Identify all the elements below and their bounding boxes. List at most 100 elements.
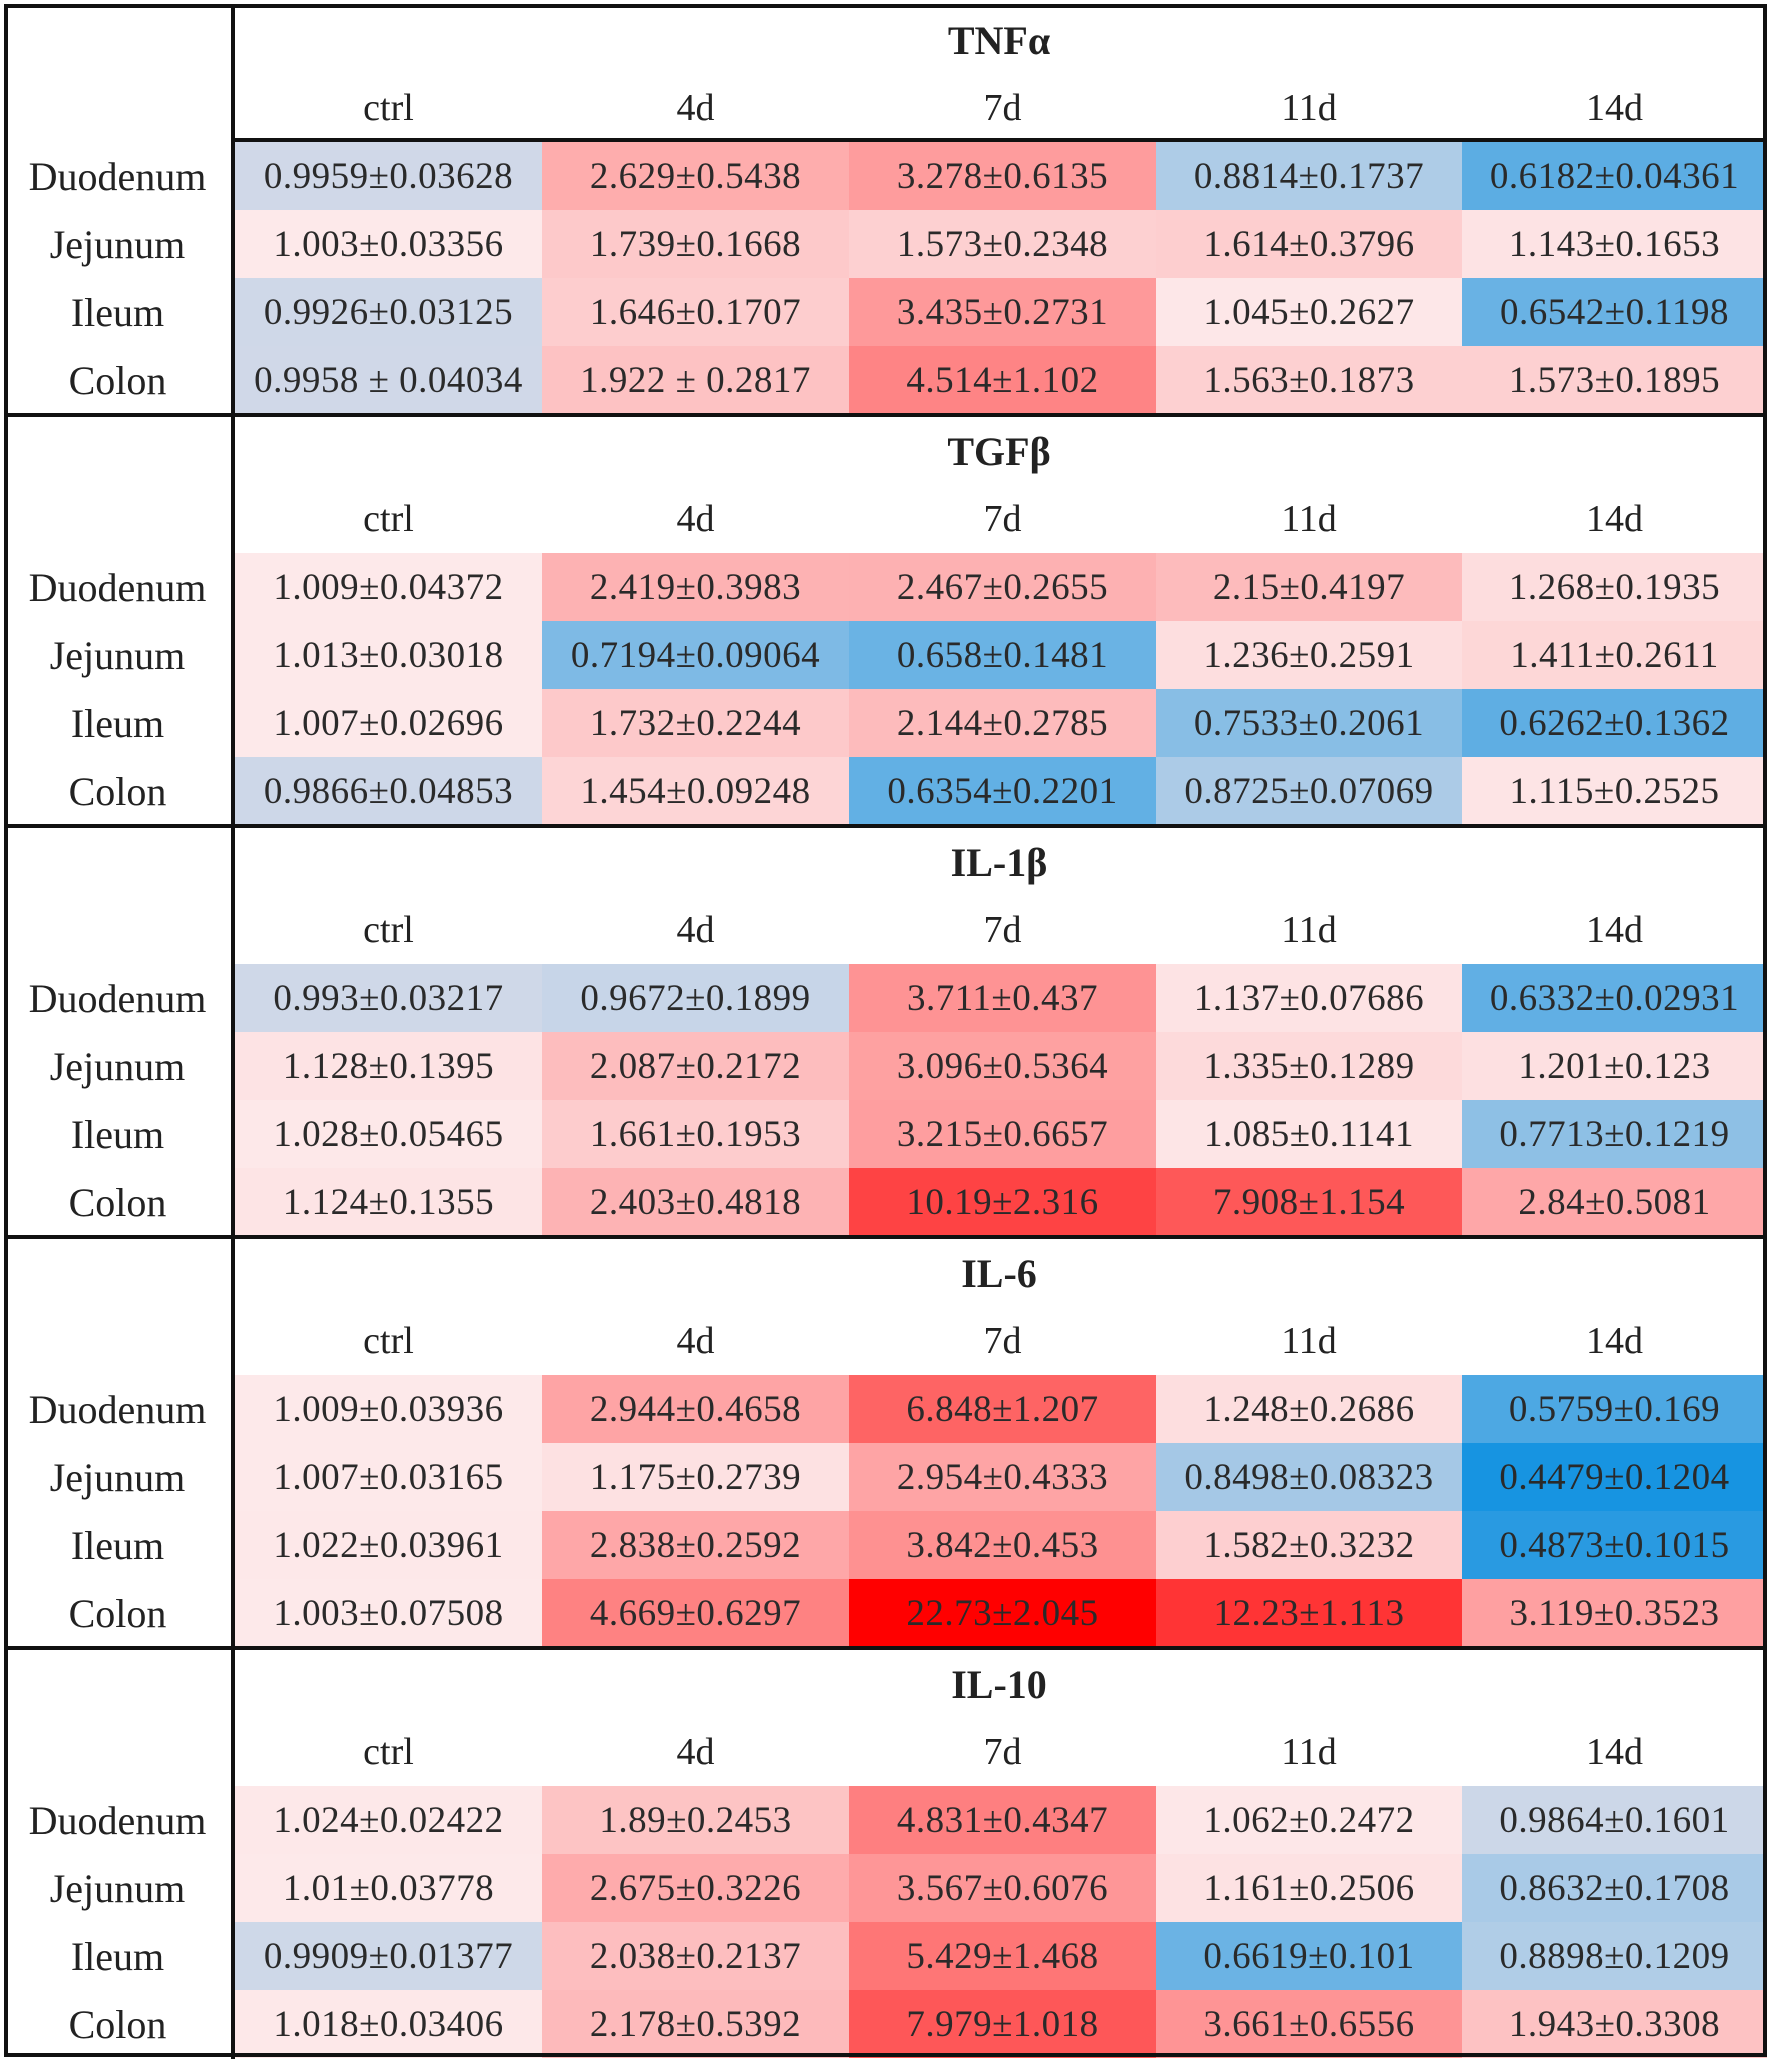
heatmap-cell: 2.178±0.5392 — [542, 1990, 849, 2058]
heatmap-cell: 1.028±0.05465 — [235, 1100, 542, 1168]
heatmap-cell: 0.8632±0.1708 — [1462, 1854, 1767, 1922]
heatmap-cell: 1.022±0.03961 — [235, 1511, 542, 1579]
heatmap-cell: 6.848±1.207 — [849, 1375, 1156, 1443]
heatmap-cell: 1.007±0.03165 — [235, 1443, 542, 1511]
heatmap-cell: 1.661±0.1953 — [542, 1100, 849, 1168]
heatmap-cell: 2.944±0.4658 — [542, 1375, 849, 1443]
heatmap-cell: 1.236±0.2591 — [1156, 621, 1462, 689]
heatmap-cell: 3.435±0.2731 — [849, 278, 1156, 346]
heatmap-cell: 2.629±0.5438 — [542, 142, 849, 210]
heatmap-cell: 5.429±1.468 — [849, 1922, 1156, 1990]
heatmap-cell: 0.4479±0.1204 — [1462, 1443, 1767, 1511]
column-header: 7d — [983, 909, 1022, 951]
heatmap-cell: 1.582±0.3232 — [1156, 1511, 1462, 1579]
row-label: Duodenum — [28, 975, 207, 1021]
row-label: Ileum — [70, 700, 165, 746]
heatmap-cell: 1.335±0.1289 — [1156, 1032, 1462, 1100]
row-label: Colon — [68, 1590, 167, 1636]
row-label: Jejunum — [49, 221, 186, 267]
heatmap-cell: 0.7533±0.2061 — [1156, 689, 1462, 757]
column-header: ctrl — [363, 909, 414, 951]
column-header: 4d — [676, 498, 715, 540]
heatmap-cell: 1.943±0.3308 — [1462, 1990, 1767, 2058]
heatmap-cell: 2.144±0.2785 — [849, 689, 1156, 757]
label-separator — [231, 415, 235, 826]
heatmap-cell: 0.9909±0.01377 — [235, 1922, 542, 1990]
heatmap-cell: 1.01±0.03778 — [235, 1854, 542, 1922]
column-header: 11d — [1281, 498, 1337, 540]
heatmap-cell: 0.9926±0.03125 — [235, 278, 542, 346]
row-label: Ileum — [70, 1933, 165, 1979]
heatmap-cell: 0.6262±0.1362 — [1462, 689, 1767, 757]
column-header: 14d — [1586, 909, 1643, 951]
column-header: 14d — [1586, 1731, 1643, 1773]
heatmap-cell: 3.096±0.5364 — [849, 1032, 1156, 1100]
heatmap-cell: 1.137±0.07686 — [1156, 964, 1462, 1032]
heatmap-table: TNFα ctrl 4d 7d 11d 14d Duodenum 0.9959±0.03628… — [4, 4, 1767, 2059]
heatmap-cell: 0.9672±0.1899 — [542, 964, 849, 1032]
panel-tgf-: TGFβ ctrl 4d 7d 11d 14d Duodenum 1.009±0.04372 2… — [4, 415, 1767, 826]
heatmap-cell: 2.84±0.5081 — [1462, 1168, 1767, 1236]
heatmap-cell: 7.908±1.154 — [1156, 1168, 1462, 1236]
heatmap-cell: 1.573±0.1895 — [1462, 346, 1767, 414]
panel-title: TGFβ — [947, 428, 1051, 474]
heatmap-cell: 0.6332±0.02931 — [1462, 964, 1767, 1032]
heatmap-cell: 0.8725±0.07069 — [1156, 757, 1462, 825]
row-label: Duodenum — [28, 153, 207, 199]
label-separator — [231, 1237, 235, 1648]
header-underline — [231, 138, 1767, 142]
heatmap-cell: 0.7713±0.1219 — [1462, 1100, 1767, 1168]
panel-separator — [4, 824, 1767, 828]
column-header: 14d — [1586, 1320, 1643, 1362]
heatmap-cell: 0.8898±0.1209 — [1462, 1922, 1767, 1990]
heatmap-cell: 1.411±0.2611 — [1462, 621, 1767, 689]
heatmap-cell: 0.9864±0.1601 — [1462, 1786, 1767, 1854]
heatmap-cell: 1.009±0.03936 — [235, 1375, 542, 1443]
heatmap-cell: 10.19±2.316 — [849, 1168, 1156, 1236]
heatmap-cell: 3.711±0.437 — [849, 964, 1156, 1032]
heatmap-cell: 3.567±0.6076 — [849, 1854, 1156, 1922]
heatmap-cell: 1.732±0.2244 — [542, 689, 849, 757]
panel-title: TNFα — [947, 17, 1051, 63]
panel-il-6: IL-6 ctrl 4d 7d 11d 14d Duodenum 1.009±0.03936 2… — [4, 1237, 1767, 1648]
row-label: Colon — [68, 357, 167, 403]
heatmap-cell: 0.9866±0.04853 — [235, 757, 542, 825]
row-label: Duodenum — [28, 1797, 207, 1843]
row-label: Duodenum — [28, 1386, 207, 1432]
heatmap-cell: 1.89±0.2453 — [542, 1786, 849, 1854]
heatmap-cell: 7.979±1.018 — [849, 1990, 1156, 2058]
row-label: Duodenum — [28, 564, 207, 610]
row-label: Ileum — [70, 289, 165, 335]
heatmap-cell: 2.087±0.2172 — [542, 1032, 849, 1100]
heatmap-cell: 1.201±0.123 — [1462, 1032, 1767, 1100]
row-label: Jejunum — [49, 1043, 186, 1089]
panel-separator — [4, 413, 1767, 417]
heatmap-cell: 1.563±0.1873 — [1156, 346, 1462, 414]
column-header: 4d — [676, 1320, 715, 1362]
column-header: 7d — [983, 498, 1022, 540]
column-header: 11d — [1281, 1731, 1337, 1773]
heatmap-cell: 3.278±0.6135 — [849, 142, 1156, 210]
label-separator — [231, 826, 235, 1237]
heatmap-cell: 2.467±0.2655 — [849, 553, 1156, 621]
row-label: Ileum — [70, 1522, 165, 1568]
column-header: 7d — [983, 87, 1022, 129]
heatmap-cell: 0.4873±0.1015 — [1462, 1511, 1767, 1579]
column-header: ctrl — [363, 498, 414, 540]
heatmap-cell: 1.268±0.1935 — [1462, 553, 1767, 621]
heatmap-cell: 1.454±0.09248 — [542, 757, 849, 825]
heatmap-cell: 1.013±0.03018 — [235, 621, 542, 689]
column-header: ctrl — [363, 1320, 414, 1362]
heatmap-cell: 1.175±0.2739 — [542, 1443, 849, 1511]
heatmap-cell: 1.124±0.1355 — [235, 1168, 542, 1236]
heatmap-cell: 22.73±2.045 — [849, 1579, 1156, 1647]
heatmap-cell: 1.161±0.2506 — [1156, 1854, 1462, 1922]
heatmap-cell: 1.007±0.02696 — [235, 689, 542, 757]
panel-title: IL-6 — [961, 1250, 1037, 1296]
heatmap-cell: 2.419±0.3983 — [542, 553, 849, 621]
heatmap-cell: 1.248±0.2686 — [1156, 1375, 1462, 1443]
heatmap-cell: 4.831±0.4347 — [849, 1786, 1156, 1854]
heatmap-cell: 1.085±0.1141 — [1156, 1100, 1462, 1168]
heatmap-cell: 0.6182±0.04361 — [1462, 142, 1767, 210]
heatmap-cell: 3.661±0.6556 — [1156, 1990, 1462, 2058]
